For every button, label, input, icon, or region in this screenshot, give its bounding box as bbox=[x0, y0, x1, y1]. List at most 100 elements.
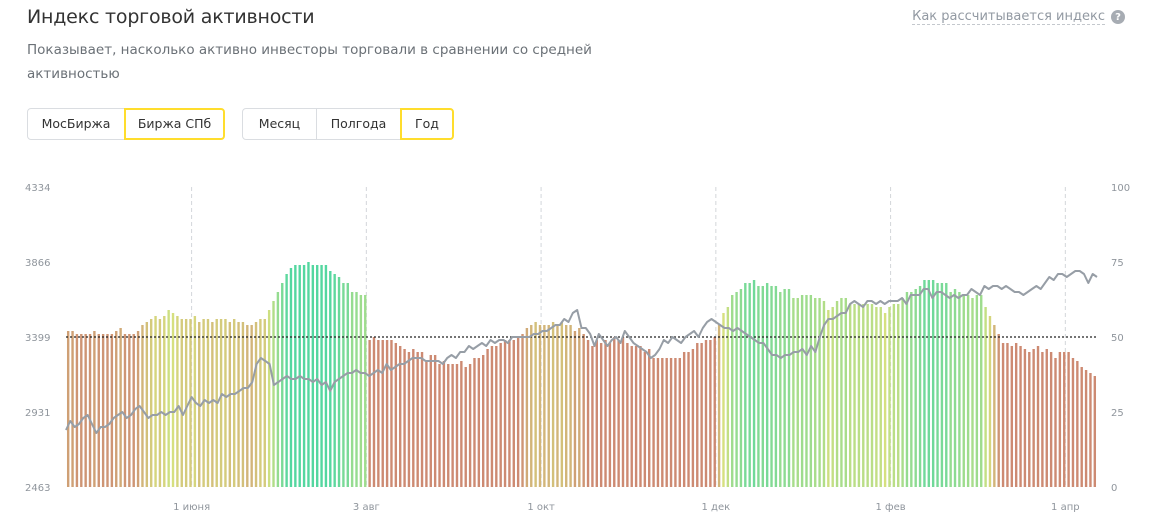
y-right-tick-label: 75 bbox=[1111, 258, 1124, 269]
x-tick-label: 3 авг bbox=[353, 502, 380, 513]
bar bbox=[346, 283, 349, 487]
bar bbox=[381, 340, 384, 487]
bar bbox=[1006, 343, 1009, 487]
bar bbox=[591, 346, 594, 487]
bar bbox=[669, 358, 673, 487]
bar bbox=[831, 307, 834, 487]
bar bbox=[914, 289, 917, 487]
bar bbox=[984, 307, 987, 487]
bar bbox=[1001, 343, 1005, 487]
help-link-text[interactable]: Как рассчитывается индекс bbox=[912, 9, 1105, 25]
bar bbox=[267, 310, 271, 487]
y-right-tick-label: 0 bbox=[1111, 483, 1117, 494]
bar bbox=[853, 304, 856, 487]
activity-chart: 4334 3866 3399 2931 2463 100 75 50 25 0 1 июня 3 … bbox=[25, 183, 1130, 513]
period-button-month[interactable]: Месяц bbox=[242, 108, 317, 140]
x-tick-label: 1 дек bbox=[702, 502, 731, 513]
bar bbox=[674, 358, 677, 487]
bar bbox=[993, 325, 996, 487]
bar bbox=[407, 352, 411, 487]
bar bbox=[547, 325, 550, 487]
x-tick-label: 1 окт bbox=[527, 502, 555, 513]
bar bbox=[272, 301, 275, 487]
bar bbox=[324, 265, 328, 487]
bar bbox=[372, 337, 376, 487]
bar bbox=[879, 307, 882, 487]
bar bbox=[412, 349, 415, 487]
bar bbox=[940, 283, 944, 487]
bar bbox=[176, 316, 179, 487]
bar bbox=[783, 289, 786, 487]
page-title: Индекс торговой активности bbox=[27, 6, 315, 28]
exchange-button-spb[interactable]: Биржа СПб bbox=[124, 108, 225, 140]
bar bbox=[460, 361, 463, 487]
y-right-tick-label: 50 bbox=[1111, 333, 1124, 344]
bar bbox=[586, 340, 590, 487]
bar bbox=[1036, 346, 1040, 487]
bar bbox=[949, 292, 952, 487]
bar bbox=[281, 283, 284, 487]
bar bbox=[621, 337, 625, 487]
bar bbox=[599, 343, 603, 487]
bar bbox=[241, 322, 245, 487]
bar bbox=[276, 292, 280, 487]
bar bbox=[848, 304, 852, 487]
period-button-halfyear[interactable]: Полгода bbox=[316, 108, 401, 140]
bar bbox=[342, 283, 345, 487]
bar bbox=[997, 334, 1000, 487]
bar bbox=[696, 343, 699, 487]
x-tick-label: 1 апр bbox=[1051, 502, 1080, 513]
bar bbox=[866, 304, 869, 487]
bar bbox=[827, 310, 830, 487]
bar bbox=[394, 343, 398, 487]
bar bbox=[717, 325, 721, 487]
period-button-year[interactable]: Год bbox=[400, 108, 454, 140]
bar bbox=[958, 292, 961, 487]
x-tick-label: 1 июня bbox=[173, 502, 210, 513]
bar bbox=[495, 346, 498, 487]
bar bbox=[232, 319, 236, 487]
bar bbox=[390, 340, 393, 487]
bar bbox=[1028, 352, 1031, 487]
bar bbox=[966, 295, 970, 487]
y-right-tick-label: 25 bbox=[1111, 408, 1124, 419]
help-link[interactable]: Как рассчитывается индекс ? bbox=[912, 9, 1125, 25]
exchange-selector: МосБиржа Биржа СПб bbox=[27, 108, 225, 140]
bar bbox=[329, 271, 332, 487]
bar bbox=[757, 286, 760, 487]
bar bbox=[93, 331, 96, 487]
bar bbox=[573, 331, 577, 487]
bar bbox=[219, 319, 223, 487]
bar bbox=[980, 295, 983, 487]
bar bbox=[975, 295, 979, 487]
exchange-button-moex[interactable]: МосБиржа bbox=[27, 108, 125, 140]
question-circle-icon[interactable]: ? bbox=[1111, 10, 1125, 24]
bar bbox=[892, 304, 896, 487]
bar bbox=[1093, 376, 1097, 487]
bar bbox=[364, 295, 367, 487]
bar bbox=[455, 364, 459, 487]
bar bbox=[897, 304, 900, 487]
bar bbox=[180, 319, 183, 487]
bar bbox=[1019, 346, 1022, 487]
bar bbox=[420, 352, 424, 487]
bar bbox=[1080, 367, 1083, 487]
bar bbox=[385, 340, 389, 487]
bar bbox=[604, 340, 607, 487]
bar bbox=[988, 316, 992, 487]
bar bbox=[224, 319, 227, 487]
bar bbox=[237, 322, 240, 487]
bar bbox=[88, 334, 92, 487]
bar bbox=[163, 316, 166, 487]
bar bbox=[739, 289, 743, 487]
bar bbox=[259, 319, 262, 487]
bar bbox=[516, 337, 520, 487]
bar bbox=[66, 331, 70, 487]
bar bbox=[569, 325, 572, 487]
bar bbox=[752, 280, 756, 487]
bar bbox=[254, 322, 258, 487]
bar bbox=[931, 280, 935, 487]
y-axis-right: 100 75 50 25 0 bbox=[1111, 183, 1130, 494]
bar bbox=[888, 307, 891, 487]
bar bbox=[678, 358, 681, 487]
